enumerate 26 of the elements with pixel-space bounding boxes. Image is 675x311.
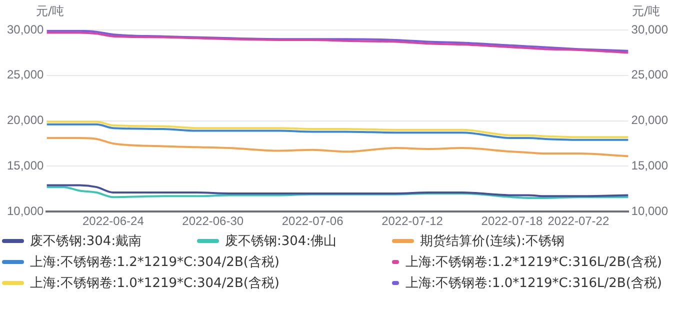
y2-tick-label: 10,000 (631, 204, 668, 218)
y2-tick-label: 30,000 (631, 22, 668, 36)
y2-tick-label: 25,000 (631, 68, 668, 82)
legend-label: 废不锈钢:304:戴南 (30, 233, 142, 250)
legend-label: 上海:不锈钢卷:1.2*1219*C:316L/2B(含税) (405, 254, 662, 271)
x-tick-label: 2022-07-12 (382, 214, 444, 228)
x-tick-label: 2022-07-22 (548, 214, 610, 228)
y-axis-title: 元/吨 (36, 4, 64, 18)
y2-axis-title: 元/吨 (632, 4, 660, 18)
x-tick-label: 2022-07-06 (282, 214, 344, 228)
y-tick-label: 15,000 (7, 158, 44, 173)
x-tick-label: 2022-06-24 (82, 214, 144, 228)
legend-label: 期货结算价(连续):不锈钢 (420, 233, 565, 250)
legend-label: 上海:不锈钢卷:1.0*1219*C:316L/2B(含税) (405, 275, 662, 292)
legend-label: 废不锈钢:304:佛山 (225, 233, 337, 250)
y-tick-label: 30,000 (7, 22, 44, 36)
y2-tick-label: 15,000 (631, 158, 668, 173)
y-tick-label: 25,000 (7, 68, 44, 82)
y-tick-label: 10,000 (7, 204, 44, 218)
y-tick-label: 20,000 (7, 113, 44, 128)
legend-label: 上海:不锈钢卷:1.2*1219*C:304/2B(含税) (30, 254, 280, 271)
x-tick-label: 2022-07-18 (481, 214, 543, 228)
line-series (46, 137, 628, 158)
y2-tick-label: 20,000 (631, 113, 668, 128)
x-tick-label: 2022-06-30 (182, 214, 244, 228)
legend-label: 上海:不锈钢卷:1.0*1219*C:304/2B(含税) (30, 275, 280, 292)
